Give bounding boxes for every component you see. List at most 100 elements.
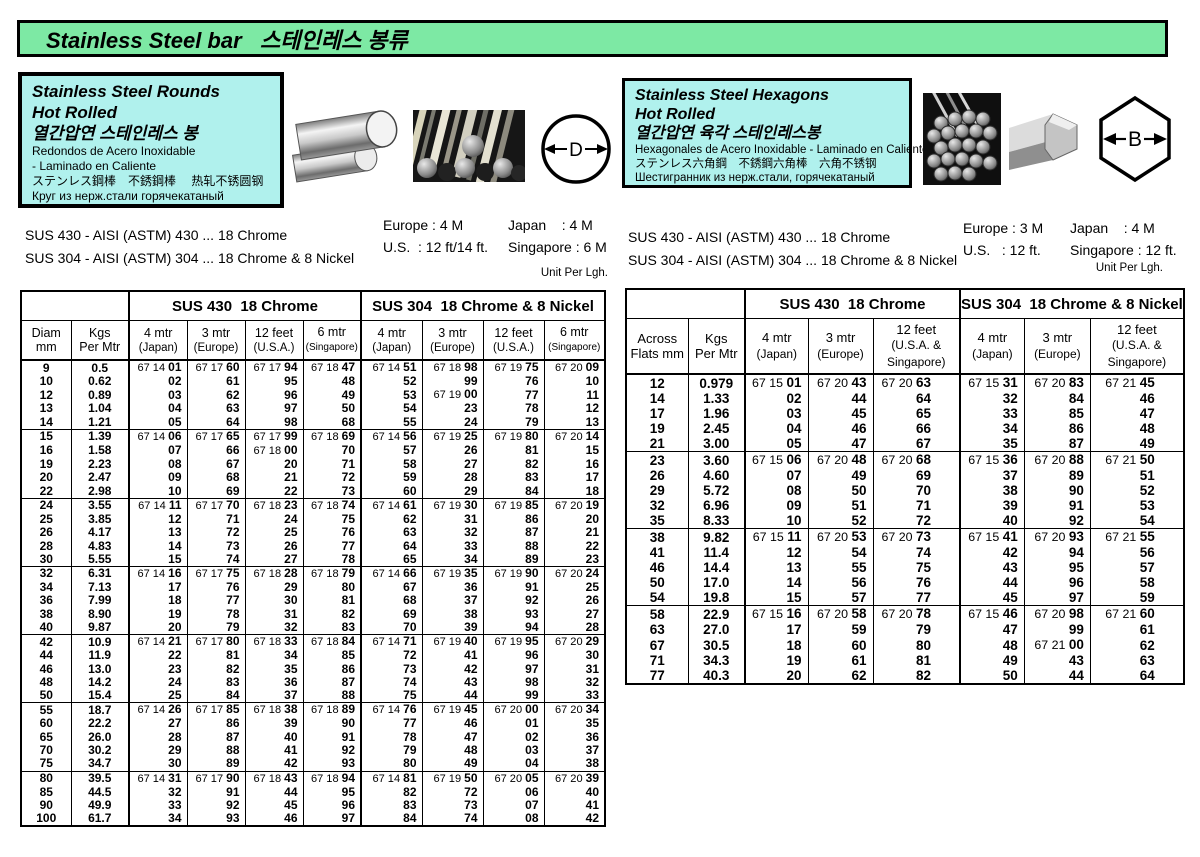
price-code-cell: 20 xyxy=(244,457,303,472)
size-row: 48 14.2 24 83 36 87 74 43 98 32 xyxy=(21,675,605,690)
price-code-cell: 83 xyxy=(302,620,361,635)
price-code-cell: 29 xyxy=(421,484,483,499)
price-code-cell: 67 14 76 xyxy=(360,702,422,718)
price-code-cell: 54 xyxy=(807,545,873,560)
weight-cell: 3.55 xyxy=(70,497,129,513)
size-row: 26 4.60 07 49 69 37 89 51 xyxy=(626,468,1184,483)
price-code-cell: 36 xyxy=(244,675,303,690)
dimension-cell: 17 xyxy=(649,406,665,421)
price-code-cell: 67 14 21 xyxy=(128,634,187,650)
size-row: 70 30.2 29 88 41 92 79 48 03 37 xyxy=(21,743,605,758)
price-code-cell: 67 20 00 xyxy=(482,702,544,718)
price-code-cell: 62 xyxy=(360,512,422,527)
price-code-cell: 67 14 61 xyxy=(360,497,422,513)
price-code-cell: 96 xyxy=(482,649,544,663)
size-row: 75 34.7 30 89 42 93 80 49 04 38 xyxy=(21,757,605,772)
price-code-cell: 67 20 19 xyxy=(543,497,605,513)
size-row: 46 13.0 23 82 35 86 73 42 97 31 xyxy=(21,662,605,676)
price-code-cell: 87 xyxy=(302,675,361,690)
price-code-cell: 42 xyxy=(421,662,483,676)
price-code-cell: 80 xyxy=(360,757,422,772)
price-code-cell: 88 xyxy=(482,539,544,553)
price-code-cell: 57 xyxy=(360,443,422,458)
rounds-subtitle-es2: - Laminado en Caliente xyxy=(32,159,157,173)
size-row: 19 2.45 04 46 66 34 86 48 xyxy=(626,421,1184,436)
price-code-cell: 67 xyxy=(186,457,245,472)
dimension-cell: 12 xyxy=(39,388,53,402)
rounds-subtitle-jp: ステンレス鋼棒 不銹鋼棒 热轧不锈圆钢 xyxy=(32,174,264,188)
weight-cell: 7.99 xyxy=(70,594,129,608)
price-code-cell: 67 21 55 xyxy=(1089,528,1184,545)
price-code-cell: 67 18 00 xyxy=(244,443,303,458)
price-code-cell: 67 15 31 xyxy=(958,374,1025,391)
price-code-cell: 67 15 46 xyxy=(958,605,1025,622)
price-code-cell: 49 xyxy=(302,388,361,403)
price-code-cell: 37 xyxy=(958,468,1025,483)
price-code-cell: 67 15 11 xyxy=(744,528,808,545)
dimension-cell: 36 xyxy=(39,594,53,608)
rounds-grade-lines: SUS 430 - AISI (ASTM) 430 ... 18 Chrome … xyxy=(25,224,354,270)
hexagons-length-info: Europe : 3 M Japan : 4 M U.S. : 12 ft. Sing… xyxy=(963,220,1190,258)
price-code-cell: 07 xyxy=(744,468,808,483)
weight-cell: 17.0 xyxy=(687,575,745,590)
price-code-cell: 39 xyxy=(244,717,303,731)
price-code-cell: 97 xyxy=(482,662,544,676)
price-code-cell: 03 xyxy=(744,406,808,421)
price-code-cell: 72 xyxy=(360,649,422,663)
weight-cell: 18.7 xyxy=(70,702,129,718)
dimension-cell: 19 xyxy=(39,457,53,472)
page-title-banner: Stainless Steel bar 스테인레스 봉류 xyxy=(17,20,1168,57)
price-code-cell: 42 xyxy=(244,757,303,772)
column-header: Kgs Per Mtr xyxy=(687,318,745,375)
weight-cell: 9.87 xyxy=(70,620,129,635)
price-code-cell: 67 21 50 xyxy=(1089,451,1184,468)
price-code-cell: 28 xyxy=(128,730,187,744)
price-code-cell: 67 17 65 xyxy=(186,428,245,444)
weight-cell: 4.83 xyxy=(70,539,129,553)
dimension-cell: 16 xyxy=(39,443,53,458)
price-code-cell: 22 xyxy=(543,539,605,553)
price-code-cell: 89 xyxy=(482,552,544,567)
price-code-cell: 16 xyxy=(543,457,605,472)
price-code-cell: 99 xyxy=(1023,622,1091,637)
price-code-cell: 47 xyxy=(1089,406,1184,421)
weight-cell: 61.7 xyxy=(70,812,129,827)
weight-cell: 9.82 xyxy=(687,528,745,545)
price-code-cell: 47 xyxy=(958,622,1025,637)
price-code-cell: 65 xyxy=(360,552,422,567)
dimension-cell: 22 xyxy=(39,484,53,498)
price-code-cell: 23 xyxy=(543,552,605,567)
price-code-cell: 44 xyxy=(807,391,873,406)
dimension-cell: 77 xyxy=(649,668,665,683)
price-code-cell: 85 xyxy=(1023,406,1091,421)
price-code-cell: 67 14 01 xyxy=(128,360,187,375)
price-code-cell: 20 xyxy=(128,620,187,635)
column-header: Diam mm xyxy=(21,320,71,361)
size-row: 20 2.47 09 68 21 72 59 28 83 17 xyxy=(21,471,605,485)
price-code-cell: 12 xyxy=(128,512,187,527)
size-row: 22 2.98 10 69 22 73 60 29 84 18 xyxy=(21,484,605,499)
price-code-cell: 37 xyxy=(543,743,605,758)
price-code-cell: 67 19 30 xyxy=(421,497,483,513)
price-code-cell: 59 xyxy=(807,622,873,637)
weight-cell: 0.89 xyxy=(70,388,129,403)
price-code-cell: 26 xyxy=(244,539,303,553)
price-code-cell: 35 xyxy=(958,436,1025,452)
weight-cell: 3.60 xyxy=(687,451,745,468)
price-code-cell: 08 xyxy=(128,457,187,472)
dimension-cell: 26 xyxy=(39,526,53,540)
hexagons-price-table-container: SUS 430 18 Chrome SUS 304 18 Chrome & 8 N… xyxy=(625,288,1185,685)
weight-cell: 2.45 xyxy=(687,421,745,436)
weight-cell: 1.96 xyxy=(687,406,745,421)
price-code-cell: 03 xyxy=(482,743,544,758)
price-code-cell: 82 xyxy=(872,668,960,684)
size-row: 16 1.58 07 66 67 18 00 70 57 26 81 15 xyxy=(21,443,605,458)
hexagons-subtitle-es: Hexagonales de Acero Inoxidable - Lamina… xyxy=(635,144,929,156)
price-code-cell: 91 xyxy=(186,785,245,799)
price-code-cell: 37 xyxy=(421,594,483,608)
price-code-cell: 39 xyxy=(958,498,1025,513)
weight-cell: 1.39 xyxy=(70,428,129,444)
size-row: 85 44.5 32 91 44 95 82 72 06 40 xyxy=(21,785,605,799)
dimension-cell: 29 xyxy=(649,483,665,498)
price-code-cell: 06 xyxy=(482,785,544,799)
